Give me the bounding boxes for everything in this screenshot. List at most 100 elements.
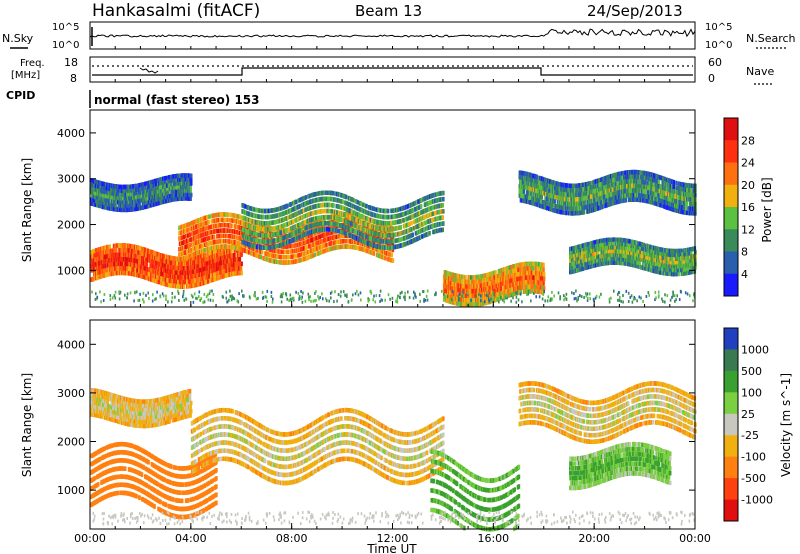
- heatmap-cell: [209, 250, 212, 256]
- heatmap-cell: [184, 234, 188, 239]
- heatmap-cell: [387, 208, 390, 214]
- heatmap-cell: [135, 263, 138, 268]
- heatmap-cell: [180, 279, 183, 285]
- heatmap-cell: [101, 264, 104, 269]
- heatmap-cell: [259, 254, 263, 260]
- freq-label-2: [MHz]: [11, 70, 40, 81]
- nsky-label: N.Sky: [2, 32, 34, 45]
- heatmap-cell: [131, 248, 134, 254]
- heatmap-cell: [195, 259, 198, 265]
- heatmap-cell: [157, 275, 161, 280]
- heatmap-cell: [122, 266, 125, 271]
- heatmap-cell: [113, 248, 116, 253]
- heatmap-cell: [124, 252, 128, 257]
- heatmap-cell: [147, 271, 150, 277]
- heatmap-cell: [231, 271, 234, 277]
- heatmap-cell: [181, 229, 185, 235]
- heatmap-cell: [119, 266, 122, 271]
- heatmap-cell: [95, 248, 98, 253]
- heatmap-cell: [185, 228, 188, 233]
- heatmap-cell: [126, 261, 129, 267]
- heatmap-cell: [184, 270, 187, 276]
- heatmap-cell: [165, 254, 168, 260]
- heatmap-cell: [228, 258, 231, 263]
- heatmap-cell: [223, 264, 226, 269]
- heatmap-cell: [146, 257, 149, 263]
- heatmap-cell: [168, 264, 171, 270]
- heatmap-cell: [214, 258, 218, 263]
- heatmap-cell: [168, 278, 171, 283]
- heatmap-cell: [154, 265, 158, 270]
- nave-tick-lo: 0: [708, 72, 715, 85]
- heatmap-cell: [184, 279, 187, 285]
- heatmap-cell: [235, 266, 238, 271]
- heatmap-cell: [102, 250, 105, 256]
- heatmap-cell: [180, 275, 183, 280]
- heatmap-cell: [106, 272, 110, 277]
- heatmap-cell: [228, 249, 231, 254]
- heatmap-cell: [341, 199, 344, 205]
- heatmap-cell: [138, 255, 141, 260]
- heatmap-cell: [129, 248, 132, 253]
- heatmap-cell: [345, 194, 348, 200]
- heatmap-cell: [238, 266, 241, 271]
- heatmap-cell: [134, 249, 137, 254]
- heatmap-cell: [181, 235, 185, 240]
- heatmap-cell: [138, 259, 141, 264]
- heatmap-cell: [206, 270, 209, 275]
- heatmap-cell: [168, 273, 171, 279]
- heatmap-cell: [186, 249, 189, 254]
- heatmap-cell: [186, 279, 189, 285]
- heatmap-cell: [234, 248, 237, 253]
- heatmap-cell: [136, 268, 139, 273]
- heatmap-cell: [118, 261, 122, 266]
- heatmap-cell: [197, 263, 200, 269]
- heatmap-cell: [330, 209, 333, 214]
- freq-tick-hi: 18: [64, 56, 78, 69]
- heatmap-cell: [117, 261, 120, 267]
- heatmap-cell: [213, 267, 216, 273]
- heatmap-cell: [384, 255, 387, 261]
- heatmap-cell: [207, 265, 210, 270]
- heatmap-cell: [195, 255, 198, 260]
- power-heatmap: [90, 169, 697, 308]
- heatmap-cell: [185, 265, 188, 271]
- heatmap-cell: [178, 275, 182, 280]
- heatmap-cell: [123, 257, 126, 262]
- heatmap-cell: [399, 225, 402, 230]
- heatmap-cell: [200, 263, 203, 268]
- heatmap-cell: [120, 270, 123, 276]
- heatmap-cell: [98, 247, 101, 252]
- heatmap-cell: [190, 269, 194, 275]
- heatmap-cell: [420, 204, 423, 209]
- heatmap-cell: [442, 209, 445, 214]
- heatmap-cell: [264, 245, 267, 250]
- heatmap-cell: [184, 228, 187, 234]
- heatmap-cell: [140, 264, 143, 270]
- heatmap-cell: [142, 265, 146, 271]
- heatmap-cell: [216, 266, 219, 272]
- freq-label-1: Freq.: [20, 58, 45, 69]
- heatmap-cell: [156, 279, 159, 284]
- heatmap-cell: [166, 268, 169, 274]
- heatmap-cell: [332, 203, 335, 208]
- heatmap-cell: [226, 272, 229, 278]
- heatmap-cell: [99, 256, 102, 261]
- heatmap-cell: [163, 268, 167, 273]
- heatmap-cell: [442, 221, 445, 226]
- heatmap-cell: [221, 251, 224, 256]
- date-title: 24/Sep/2013: [587, 2, 683, 20]
- heatmap-cell: [91, 254, 95, 259]
- heatmap-cell: [106, 244, 110, 250]
- heatmap-cell: [233, 253, 236, 258]
- heatmap-cell: [155, 260, 158, 266]
- heatmap-cell: [213, 258, 216, 264]
- heatmap-cell: [231, 253, 234, 258]
- heatmap-cell: [186, 284, 189, 289]
- heatmap-cell: [204, 252, 207, 258]
- heatmap-cell: [257, 232, 260, 238]
- heatmap-cell: [171, 269, 174, 275]
- heatmap-cell: [92, 276, 95, 282]
- heatmap-cell: [157, 252, 161, 257]
- heatmap-cell: [172, 265, 175, 270]
